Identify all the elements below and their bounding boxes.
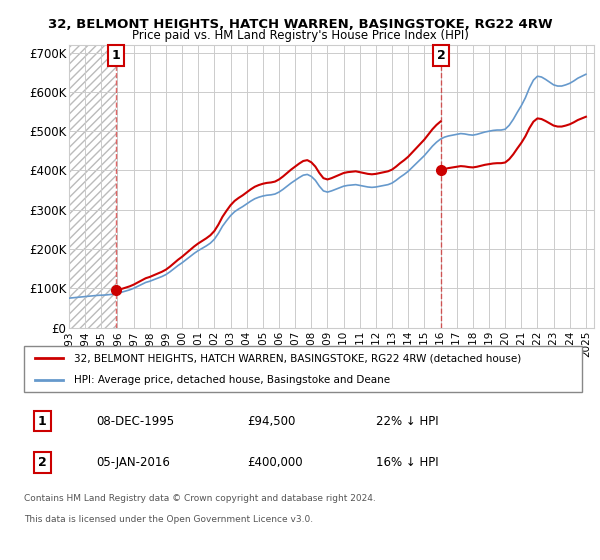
Text: 08-DEC-1995: 08-DEC-1995 [97,414,175,427]
Text: £400,000: £400,000 [247,456,303,469]
Text: This data is licensed under the Open Government Licence v3.0.: This data is licensed under the Open Gov… [24,515,313,524]
Text: Contains HM Land Registry data © Crown copyright and database right 2024.: Contains HM Land Registry data © Crown c… [24,494,376,503]
Text: 2: 2 [437,49,445,62]
Text: 16% ↓ HPI: 16% ↓ HPI [376,456,438,469]
Text: 1: 1 [112,49,121,62]
Text: 32, BELMONT HEIGHTS, HATCH WARREN, BASINGSTOKE, RG22 4RW: 32, BELMONT HEIGHTS, HATCH WARREN, BASIN… [47,18,553,31]
Text: Price paid vs. HM Land Registry's House Price Index (HPI): Price paid vs. HM Land Registry's House … [131,29,469,42]
Text: 2: 2 [38,456,47,469]
Text: £94,500: £94,500 [247,414,296,427]
Text: 05-JAN-2016: 05-JAN-2016 [97,456,170,469]
Text: 22% ↓ HPI: 22% ↓ HPI [376,414,438,427]
Bar [69,45,116,328]
Text: 1: 1 [38,414,47,427]
Text: HPI: Average price, detached house, Basingstoke and Deane: HPI: Average price, detached house, Basi… [74,375,391,385]
FancyBboxPatch shape [24,346,582,392]
Text: 32, BELMONT HEIGHTS, HATCH WARREN, BASINGSTOKE, RG22 4RW (detached house): 32, BELMONT HEIGHTS, HATCH WARREN, BASIN… [74,353,521,363]
